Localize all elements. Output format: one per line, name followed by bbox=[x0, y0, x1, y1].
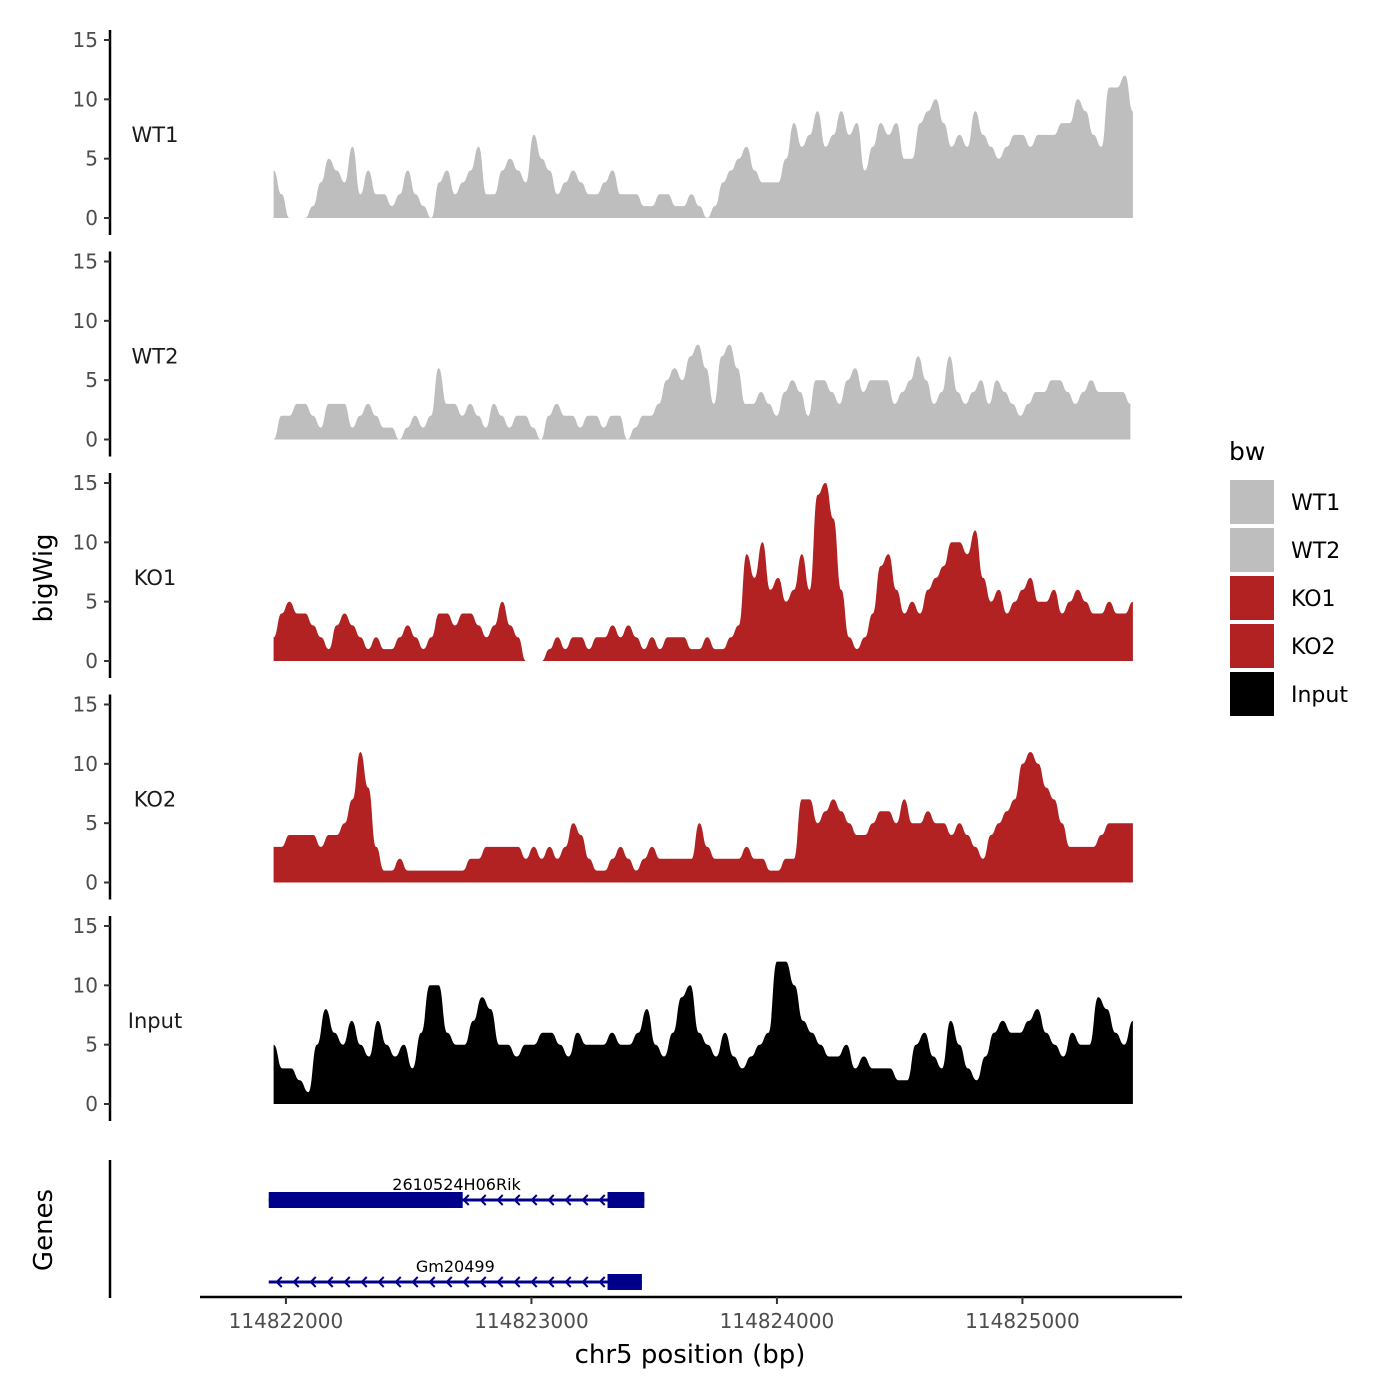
track-label-wt2: WT2 bbox=[132, 345, 179, 369]
legend-key-ko2 bbox=[1230, 624, 1274, 668]
y-tick-label: 0 bbox=[85, 649, 98, 673]
area-wt1 bbox=[273, 75, 1133, 218]
y-tick-label: 5 bbox=[85, 811, 98, 835]
y-tick-label: 0 bbox=[85, 206, 98, 230]
track-label-ko2: KO2 bbox=[134, 788, 177, 812]
area-ko2 bbox=[273, 752, 1133, 883]
legend-label-wt1: WT1 bbox=[1291, 491, 1340, 516]
y-tick-label: 15 bbox=[73, 28, 98, 52]
gene-exon bbox=[268, 1192, 463, 1208]
strand-arrow bbox=[598, 1194, 606, 1206]
y-tick-label: 10 bbox=[73, 87, 98, 111]
gene-2610524h06rik: 2610524H06Rik bbox=[268, 1175, 645, 1208]
y-tick-label: 0 bbox=[85, 428, 98, 452]
y-tick-label: 15 bbox=[73, 914, 98, 938]
legend-key-input bbox=[1230, 672, 1274, 716]
strand-arrow bbox=[292, 1276, 300, 1288]
y-tick-label: 5 bbox=[85, 368, 98, 392]
legend-label-ko2: KO2 bbox=[1291, 635, 1336, 660]
area-input bbox=[273, 961, 1133, 1104]
y-tick-label: 10 bbox=[73, 752, 98, 776]
strand-arrow bbox=[360, 1276, 368, 1288]
y-tick-label: 15 bbox=[73, 250, 98, 274]
legend-key-wt2 bbox=[1230, 528, 1274, 572]
y-tick-label: 5 bbox=[85, 147, 98, 171]
gene-exon bbox=[607, 1192, 645, 1208]
y-tick-label: 5 bbox=[85, 1033, 98, 1057]
y-tick-label: 10 bbox=[73, 973, 98, 997]
track-label-wt1: WT1 bbox=[132, 123, 179, 147]
strand-arrow bbox=[564, 1276, 572, 1288]
strand-arrow bbox=[530, 1194, 538, 1206]
track-wt1: 0 5 10 15 WT1 bbox=[73, 28, 1133, 235]
strand-arrow bbox=[547, 1276, 555, 1288]
strand-arrow bbox=[377, 1276, 385, 1288]
strand-arrow bbox=[462, 1194, 470, 1206]
strand-arrow bbox=[598, 1276, 606, 1288]
x-tick-label: 114825000 bbox=[965, 1309, 1080, 1333]
y-tick-label: 15 bbox=[73, 693, 98, 717]
legend-label-input: Input bbox=[1291, 683, 1348, 708]
strand-arrow bbox=[496, 1194, 504, 1206]
strand-arrow bbox=[462, 1276, 470, 1288]
strand-arrow bbox=[496, 1276, 504, 1288]
y-axis-title: bigWig bbox=[29, 533, 59, 622]
strand-arrow bbox=[309, 1276, 317, 1288]
strand-arrow bbox=[581, 1194, 589, 1206]
track-input: 0 5 10 15 Input bbox=[73, 914, 1133, 1121]
strand-arrow bbox=[564, 1194, 572, 1206]
gene-gm20499: Gm20499 bbox=[268, 1257, 642, 1290]
strand-arrow bbox=[547, 1194, 555, 1206]
strand-arrow bbox=[581, 1276, 589, 1288]
legend-label-wt2: WT2 bbox=[1291, 539, 1340, 564]
track-ko2: 0 5 10 15 KO2 bbox=[73, 693, 1133, 900]
gene-label: Gm20499 bbox=[416, 1257, 495, 1276]
strand-arrow bbox=[275, 1276, 283, 1288]
legend: bw WT1 WT2 KO1 KO2 Input bbox=[1229, 437, 1348, 716]
y-tick-label: 0 bbox=[85, 871, 98, 895]
gene-label: 2610524H06Rik bbox=[392, 1175, 521, 1194]
strand-arrow bbox=[343, 1276, 351, 1288]
y-tick-label: 5 bbox=[85, 590, 98, 614]
y-tick-label: 10 bbox=[73, 309, 98, 333]
legend-title: bw bbox=[1229, 437, 1265, 466]
legend-key-wt1 bbox=[1230, 480, 1274, 524]
area-ko1 bbox=[273, 483, 1133, 661]
track-label-ko1: KO1 bbox=[134, 566, 177, 590]
strand-arrow bbox=[479, 1276, 487, 1288]
x-axis: 114822000 114823000 114824000 114825000 bbox=[200, 1295, 1182, 1333]
gene-exon bbox=[607, 1274, 642, 1290]
strand-arrow bbox=[445, 1276, 453, 1288]
signal-tracks: 0 5 10 15 WT1 0 5 10 15 WT2 0 5 10 15 KO1 0 5 10 15 KO2 0 5 10… bbox=[73, 28, 1133, 1121]
y-tick-label: 10 bbox=[73, 530, 98, 554]
strand-arrow bbox=[513, 1194, 521, 1206]
x-axis-title: chr5 position (bp) bbox=[575, 1340, 806, 1370]
x-tick-label: 114823000 bbox=[474, 1309, 589, 1333]
genes-track: 2610524H06Rik Gm20499 bbox=[108, 1160, 645, 1298]
strand-arrow bbox=[513, 1276, 521, 1288]
x-tick-label: 114824000 bbox=[720, 1309, 835, 1333]
x-tick-label: 114822000 bbox=[229, 1309, 344, 1333]
track-label-input: Input bbox=[128, 1009, 182, 1033]
track-wt2: 0 5 10 15 WT2 bbox=[73, 250, 1131, 457]
strand-arrow bbox=[411, 1276, 419, 1288]
legend-label-ko1: KO1 bbox=[1291, 587, 1336, 612]
legend-key-ko1 bbox=[1230, 576, 1274, 620]
track-ko1: 0 5 10 15 KO1 bbox=[73, 471, 1133, 678]
y-tick-label: 15 bbox=[73, 471, 98, 495]
y-tick-label: 0 bbox=[85, 1092, 98, 1116]
strand-arrow bbox=[428, 1276, 436, 1288]
strand-arrow bbox=[530, 1276, 538, 1288]
strand-arrow bbox=[479, 1194, 487, 1206]
genes-axis-title: Genes bbox=[29, 1189, 59, 1271]
strand-arrow bbox=[326, 1276, 334, 1288]
area-wt2 bbox=[273, 344, 1131, 440]
strand-arrow bbox=[394, 1276, 402, 1288]
